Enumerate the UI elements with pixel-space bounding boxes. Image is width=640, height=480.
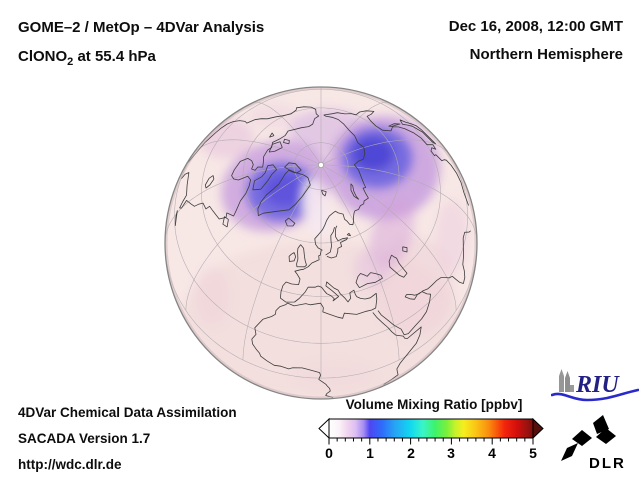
meridian-line [192,139,322,166]
coastline [372,312,422,385]
dlr-logo-text: DLR [589,455,626,472]
meridian-line [185,164,322,311]
coastline [257,170,311,216]
north-pole-marker [318,162,324,168]
colorbar-title: Volume Mixing Ratio [ppbv] [345,397,523,412]
meridian-line [320,164,400,360]
coastline [252,164,278,191]
dlr-wing-icon [561,443,578,461]
coastline [283,138,290,145]
riu-logo: RIU [551,369,639,402]
coastline [222,216,229,228]
limb-shading [165,87,477,399]
coastline [399,119,436,145]
coastline [268,141,283,153]
plot-title-block: GOME–2 / MetOp – 4DVar Analysis ClONO2 a… [18,13,264,77]
date-text: Dec 16, 2008, 12:00 GMT [448,18,623,35]
coastline [402,246,408,253]
colorbar-ticks [328,438,534,445]
coastline [355,272,383,289]
colorbar-right-arrow [532,417,544,440]
coastline [377,230,471,336]
tick-label-4: 4 [488,445,496,461]
parallel-line [165,247,477,379]
coastline [388,123,401,127]
coastline [325,226,335,256]
tick-label-0: 0 [325,445,333,461]
coastline [251,249,378,399]
colorbar-tick-labels: 0 1 2 3 4 5 [325,445,537,461]
datetime-block: Dec 16, 2008, 12:00 GMT Northern Hemisph… [449,13,623,69]
globe-rim [164,86,478,400]
species-name: ClONO [18,48,68,65]
coastline [296,244,307,268]
credits-block: 4DVar Chemical Data Assimilation SACADA … [18,400,237,478]
coastline [388,254,408,278]
parallel-line [174,138,468,344]
meridian-line [320,139,450,166]
colorbar-gradient-bar [328,418,534,439]
parallel-line [293,142,349,190]
cathedral-spire-icon [565,371,570,392]
hemisphere-map [164,86,478,400]
colorbar-svg: 0 1 2 3 4 5 [318,417,544,461]
meridian-line [320,102,390,166]
credit-line1: 4DVar Chemical Data Assimilation [18,405,237,420]
pale-polar-wedge [302,178,330,238]
region-text: Northern Hemisphere [469,46,623,63]
dlr-diamond-icon [572,430,592,446]
parallel-line [201,89,441,297]
coastline [179,106,320,220]
coastline [269,132,275,138]
meridian-line [321,164,477,241]
cathedral-nave-icon [570,385,574,392]
meridian-line [320,164,457,311]
globe-svg [164,86,478,400]
tick-label-5: 5 [529,445,537,461]
colorbar-block: Volume Mixing Ratio [ppbv] 0 1 2 3 4 5 [318,397,550,467]
coastline [326,225,348,259]
coastline [321,189,327,197]
parallel-line [242,107,400,244]
pressure-level: at 55.4 hPa [73,48,156,65]
species-subscript: 2 [67,56,74,68]
coastline [314,110,469,251]
tick-label-2: 2 [407,445,415,461]
tick-label-3: 3 [447,445,455,461]
coastline [350,183,360,200]
colorbar-left-arrow [318,417,330,440]
coastlines [174,106,471,399]
cathedral-spire-icon [559,369,564,392]
credit-line3: http://wdc.dlr.de [18,457,122,472]
title-line1: GOME–2 / MetOp – 4DVar Analysis [18,19,265,36]
coastline [288,252,296,262]
coastline [204,175,215,189]
credit-line2: SACADA Version 1.7 [18,431,151,446]
tick-label-1: 1 [366,445,374,461]
title-line2: ClONO2 at 55.4 hPa [18,42,264,77]
riu-logo-text: RIU [575,372,620,398]
rhine-wave-icon [551,388,639,402]
coastline [284,217,296,227]
meridian-line [165,164,321,241]
coastline [346,232,351,237]
dlr-logo: DLR [561,415,626,472]
coastline [174,210,178,226]
dlr-diamond-icon [596,428,616,444]
